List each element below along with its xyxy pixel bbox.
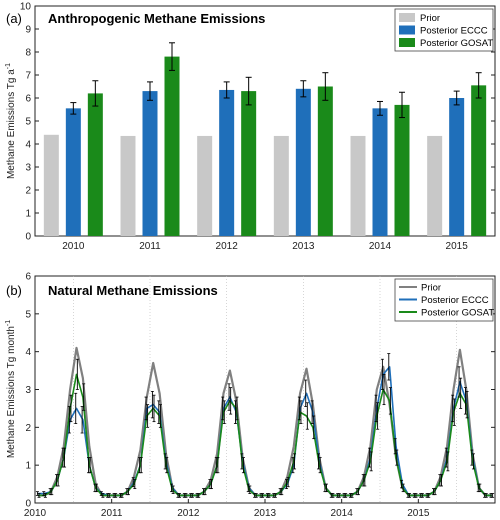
- y-axis-label-a-sup: -1: [5, 63, 12, 69]
- grid-b: [73, 276, 457, 503]
- bar-prior: [43, 134, 59, 236]
- bar-prior: [120, 135, 136, 236]
- y-ticks-a: 0 1 2 3 4 5 6 7 8 9 10: [20, 2, 495, 243]
- bar-posterior-eccc: [295, 88, 311, 236]
- legend-label-b: Posterior GOSAT: [421, 308, 494, 319]
- x-tick-label-a: 2011: [139, 241, 161, 252]
- legend-swatch-a: [399, 13, 415, 22]
- y-tick-label-b: 0: [25, 499, 31, 510]
- legend-label-b: Prior: [421, 283, 441, 294]
- bar-posterior-eccc: [449, 98, 465, 236]
- y-axis-label-a: Methane Emissions Tg a-1: [5, 63, 17, 179]
- y-tick-label-b: 5: [25, 309, 31, 320]
- y-tick-label-b: 1: [25, 461, 31, 472]
- bar-prior: [273, 135, 289, 236]
- x-tick-label-b: 2012: [177, 508, 200, 519]
- chart-title-b: Natural Methane Emissions: [48, 283, 218, 298]
- bar-posterior-gosat: [241, 91, 257, 236]
- y-tick-label-a: 10: [20, 2, 32, 13]
- bar-posterior-gosat: [317, 86, 333, 236]
- y-tick-label-a: 7: [25, 71, 31, 82]
- bar-posterior-gosat: [87, 93, 103, 237]
- y-axis-label-b-sup: -1: [5, 320, 12, 326]
- y-tick-label-a: 4: [25, 140, 31, 151]
- y-tick-label-a: 0: [25, 232, 31, 243]
- y-tick-label-b: 3: [25, 385, 31, 396]
- bar-posterior-gosat: [164, 56, 180, 236]
- x-tick-label-a: 2013: [292, 241, 315, 252]
- legend-swatch-a: [399, 25, 415, 35]
- bar-posterior-gosat: [471, 85, 487, 236]
- bar-posterior-eccc: [65, 108, 81, 236]
- y-axis-label-b-text: Methane Emissions Tg month: [6, 326, 17, 458]
- x-tick-label-a: 2012: [216, 241, 239, 252]
- legend-label-a: Posterior GOSAT: [420, 38, 493, 49]
- x-tick-label-a: 2015: [446, 241, 469, 252]
- y-tick-label-a: 2: [25, 186, 31, 197]
- y-tick-label-b: 2: [25, 423, 31, 434]
- y-ticks-b: 0 1 2 3 4 5 6: [25, 272, 495, 510]
- bar-prior: [350, 135, 366, 236]
- lines-b: [35, 346, 495, 498]
- y-axis-label-a-text: Methane Emissions Tg a: [6, 69, 17, 179]
- bar-posterior-eccc: [372, 108, 388, 236]
- bar-posterior-gosat: [394, 104, 410, 237]
- bar-prior: [197, 135, 213, 236]
- y-axis-label-b: Methane Emissions Tg month-1: [5, 320, 17, 458]
- x-tick-label-b: 2013: [254, 508, 277, 519]
- x-tick-label-b: 2011: [101, 508, 123, 519]
- x-tick-label-a: 2014: [369, 241, 392, 252]
- y-tick-label-a: 8: [25, 48, 31, 59]
- y-tick-label-a: 5: [25, 117, 31, 128]
- legend-label-a: Posterior ECCC: [420, 26, 488, 37]
- x-tick-label-b: 2014: [331, 508, 354, 519]
- bar-posterior-eccc: [142, 91, 158, 236]
- x-ticks-b: 2010 2011 2012 2013 2014 2015: [24, 499, 430, 519]
- y-tick-label-b: 6: [25, 272, 31, 283]
- bar-prior: [427, 135, 443, 236]
- y-tick-label-a: 6: [25, 94, 31, 105]
- legend-swatch-a: [399, 38, 415, 47]
- y-tick-label-b: 4: [25, 347, 31, 358]
- chart-title-a: Anthropogenic Methane Emissions: [48, 11, 265, 26]
- y-tick-label-a: 1: [25, 209, 31, 220]
- anthropogenic-bar-chart: (a) Anthropogenic Methane Emissions Meth…: [5, 2, 496, 252]
- legend-label-b: Posterior ECCC: [421, 295, 489, 306]
- legend-label-a: Prior: [420, 13, 440, 24]
- x-tick-label-a: 2010: [62, 241, 85, 252]
- bar-posterior-eccc: [219, 89, 235, 236]
- x-tick-label-b: 2010: [24, 508, 47, 519]
- natural-line-chart: (b) Natural Methane Emissions Methane Em…: [5, 272, 496, 519]
- x-tick-label-b: 2015: [407, 508, 430, 519]
- panel-label-a: (a): [6, 11, 22, 26]
- y-tick-label-a: 9: [25, 25, 31, 36]
- panel-label-b: (b): [6, 283, 22, 298]
- bars-a: [43, 42, 487, 237]
- y-tick-label-a: 3: [25, 163, 31, 174]
